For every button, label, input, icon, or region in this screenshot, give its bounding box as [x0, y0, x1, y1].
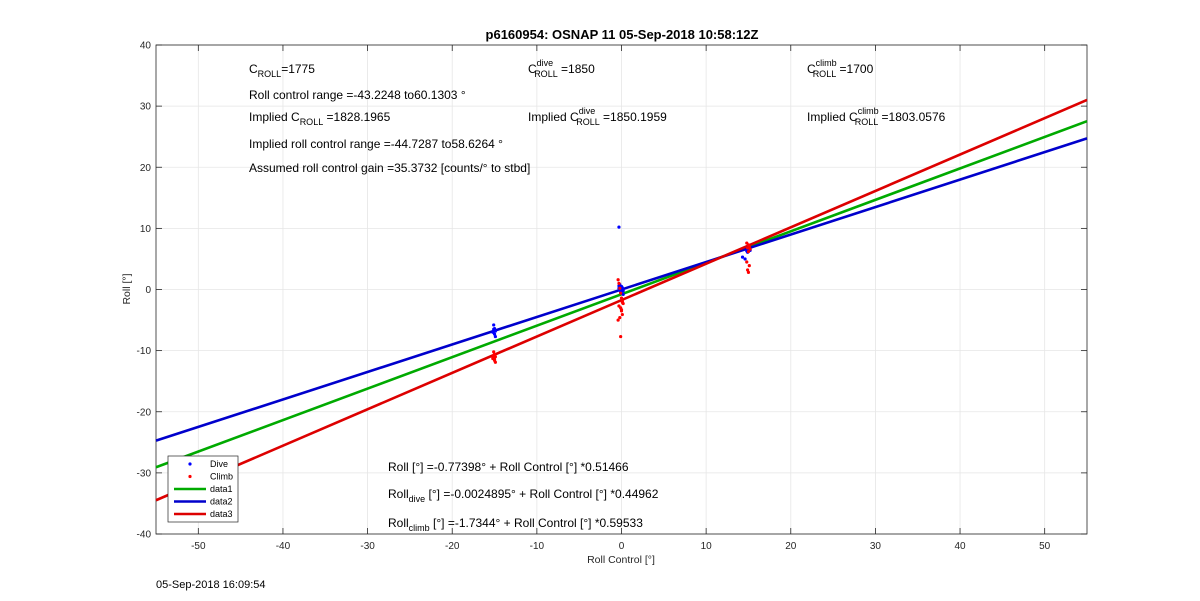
footer-timestamp: 05-Sep-2018 16:09:54: [156, 579, 265, 591]
point-climb: [746, 268, 750, 272]
point-climb: [748, 247, 752, 251]
chart-title: p6160954: OSNAP 11 05-Sep-2018 10:58:12Z: [486, 27, 759, 42]
point-dive: [492, 332, 497, 336]
equation-dive: Rolldive [°] =-0.0024895° + Roll Control…: [388, 487, 659, 504]
point-climb: [616, 278, 620, 282]
legend-label-data3: data3: [210, 509, 233, 519]
point-climb: [493, 360, 497, 364]
point-climb: [619, 334, 623, 339]
legend-label-data1: data1: [210, 484, 233, 494]
y-tick-label: 40: [140, 41, 152, 52]
annotation-implied-range: Implied roll control range =-44.7287 to5…: [249, 137, 503, 151]
point-climb: [746, 270, 751, 274]
point-dive: [740, 255, 745, 259]
point-climb: [745, 260, 749, 264]
point-climb: [618, 316, 622, 320]
y-tick-label: 30: [140, 102, 152, 113]
point-climb: [618, 286, 622, 290]
point-climb: [746, 250, 751, 254]
annotation-implied-croll: Implied CROLL =1828.1965: [249, 110, 391, 127]
y-tick-label: -40: [137, 530, 152, 541]
x-tick-label: 20: [785, 541, 797, 552]
x-tick-label: -30: [360, 541, 375, 552]
x-tick-label: 0: [619, 541, 625, 552]
point-climb: [492, 350, 496, 354]
x-tick-label: -40: [276, 541, 291, 552]
legend-label-climb: Climb: [210, 472, 233, 482]
legend-marker-dive: [188, 462, 192, 466]
y-tick-label: 20: [140, 163, 152, 174]
x-tick-label: 10: [701, 541, 713, 552]
annotation-croll-climb: Cclimb ROLL =1700: [807, 58, 874, 79]
point-climb: [746, 246, 750, 250]
point-dive: [743, 257, 747, 261]
annotation-croll: CROLL=1775: [249, 62, 315, 79]
point-dive: [492, 323, 496, 327]
point-dive: [617, 284, 621, 288]
legend-label-dive: Dive: [210, 459, 228, 469]
y-tick-label: 0: [145, 285, 151, 296]
x-tick-label: -10: [530, 541, 545, 552]
y-tick-label: -30: [137, 468, 152, 479]
x-tick-label: 40: [954, 541, 966, 552]
legend: Dive Climb data1 data2 data3: [167, 455, 239, 523]
point-climb: [616, 318, 620, 322]
legend-label-data2: data2: [210, 497, 233, 507]
y-ticks: -40 -30 -20 -10 0 10 20 30 40: [137, 41, 1087, 541]
point-dive: [493, 334, 497, 339]
annotation-gain: Assumed roll control gain =35.3732 [coun…: [249, 161, 530, 175]
y-axis-label: Roll [°]: [121, 273, 133, 304]
y-tick-label: -20: [137, 407, 152, 418]
annotation-croll-dive: Cdive ROLL =1850: [528, 58, 595, 79]
point-climb: [619, 296, 624, 300]
point-climb: [491, 355, 495, 359]
equation-climb: Rollclimb [°] =-1.7344° + Roll Control […: [388, 516, 643, 533]
point-dive: [621, 292, 625, 296]
equation-all: Roll [°] =-0.77398° + Roll Control [°] *…: [388, 460, 629, 474]
y-tick-label: -10: [137, 346, 152, 357]
point-climb: [617, 281, 621, 285]
annotation-implied-climb: Implied Cclimb ROLL =1803.0576: [807, 106, 946, 127]
legend-marker-climb: [188, 474, 192, 479]
annotation-roll-range: Roll control range =-43.2248 to60.1303 °: [249, 88, 466, 102]
point-climb: [619, 291, 623, 295]
x-tick-label: 30: [870, 541, 882, 552]
annotation-implied-dive: Implied Cdive ROLL =1850.1959: [528, 106, 667, 127]
x-tick-label: -20: [445, 541, 460, 552]
point-climb: [619, 308, 624, 312]
point-climb: [620, 312, 624, 317]
point-climb: [620, 300, 624, 304]
point-dive: [492, 327, 496, 331]
x-axis-label: Roll Control [°]: [587, 554, 655, 566]
x-tick-label: -50: [191, 541, 206, 552]
point-climb: [747, 264, 751, 268]
point-dive: [617, 225, 621, 229]
data-points: [491, 225, 752, 364]
y-tick-label: 10: [140, 224, 152, 235]
x-ticks: -50 -40 -30 -20 -10 0 10 20 30 40 50: [191, 45, 1051, 552]
x-tick-label: 50: [1039, 541, 1051, 552]
